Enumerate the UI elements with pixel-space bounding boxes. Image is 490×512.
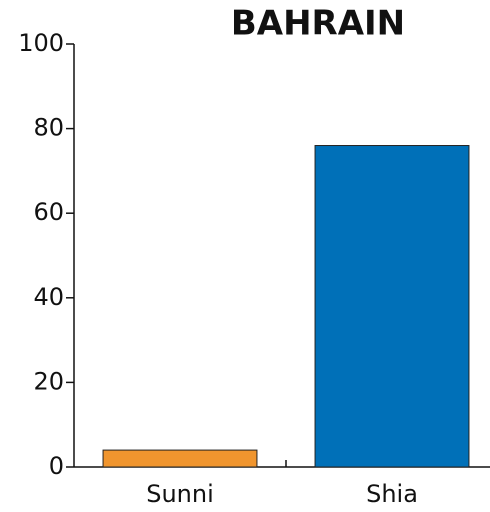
y-tick-label: 20 bbox=[33, 367, 64, 395]
y-tick-label: 100 bbox=[18, 29, 64, 57]
x-tick-label: Shia bbox=[366, 480, 418, 508]
x-tick-label: Sunni bbox=[146, 480, 214, 508]
y-tick-label: 40 bbox=[33, 283, 64, 311]
bar bbox=[314, 145, 470, 468]
y-tick-label: 60 bbox=[33, 198, 64, 226]
y-tick-label: 80 bbox=[33, 114, 64, 142]
chart-title: BAHRAIN bbox=[231, 4, 405, 44]
y-tick-label: 0 bbox=[49, 452, 64, 480]
bar bbox=[102, 449, 258, 468]
